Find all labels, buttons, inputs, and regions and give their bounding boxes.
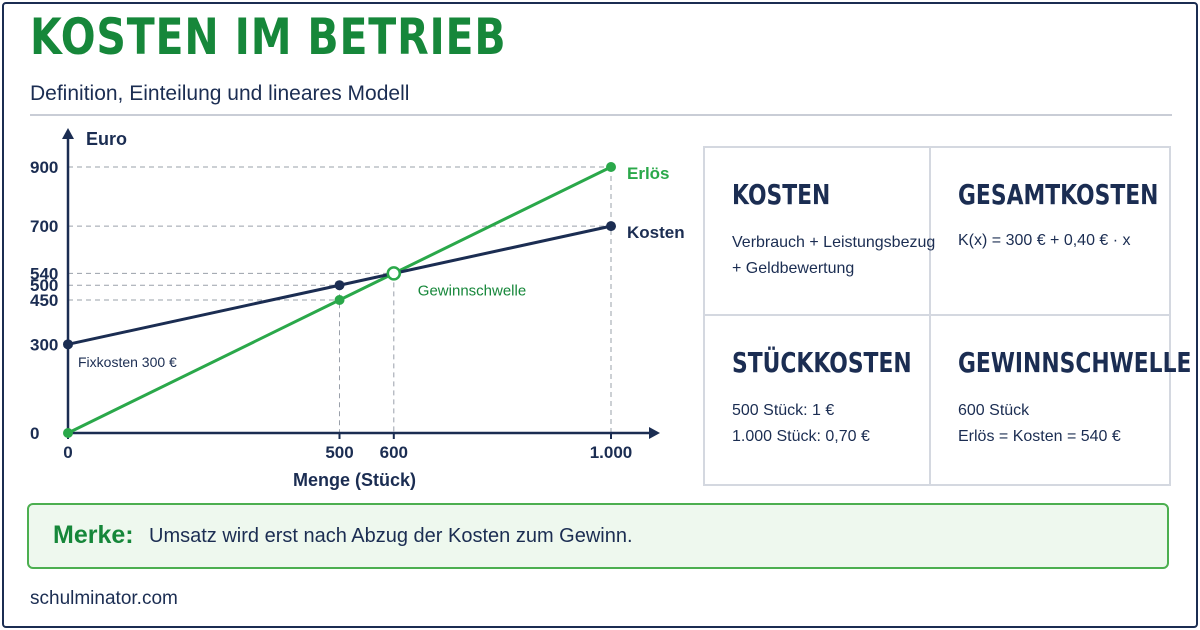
x-tick-label: 600 — [380, 443, 408, 462]
card-title: GEWINNSCHWELLE — [958, 346, 1192, 379]
x-tick-label: 500 — [325, 443, 353, 462]
merke-text: Umsatz wird erst nach Abzug der Kosten z… — [149, 525, 633, 547]
data-point — [334, 295, 345, 305]
info-grid: KOSTEN Verbrauch + Leistungsbezug + Geldb… — [703, 146, 1191, 486]
y-tick-label: 300 — [30, 335, 58, 354]
card-text: 500 Stück: 1 €1.000 Stück: 0,70 € — [732, 402, 870, 445]
card-stueckkosten: STÜCKKOSTEN 500 Stück: 1 €1.000 Stück: 0… — [705, 316, 931, 484]
card-text: 600 Stück Erlös = Kosten = 540 € — [958, 402, 1121, 445]
data-point — [606, 221, 616, 232]
x-tick-label: 1.000 — [590, 443, 633, 462]
y-tick-label: 0 — [30, 424, 39, 443]
y-axis-arrow — [62, 128, 74, 139]
y-axis-label: Euro — [86, 129, 127, 149]
footer-url[interactable]: schulminator.com — [30, 588, 178, 609]
y-tick-label: 700 — [30, 217, 58, 236]
data-point — [334, 280, 345, 291]
data-point — [606, 162, 616, 172]
y-tick-label: 540 — [30, 264, 58, 283]
card-title: STÜCKKOSTEN — [732, 346, 912, 379]
data-point — [63, 428, 73, 438]
card-title: KOSTEN — [732, 178, 831, 211]
header-divider — [30, 114, 1172, 116]
card-text: K(x) = 300 € + 0,40 € · x — [958, 232, 1131, 249]
merke-label: Merke: — [53, 521, 134, 549]
merke-box: Merke: Umsatz wird erst nach Abzug der K… — [27, 503, 1169, 569]
card-kosten: KOSTEN Verbrauch + Leistungsbezug + Geldb… — [705, 148, 935, 316]
breakeven-point — [386, 266, 402, 281]
card-gesamtkosten: GESAMTKOSTEN K(x) = 300 € + 0,40 € · x — [931, 148, 1169, 316]
breakeven-label: Gewinnschwelle — [418, 282, 526, 299]
y-tick-label: 500 — [30, 276, 58, 295]
fixkosten-label: Fixkosten 300 € — [78, 354, 177, 370]
series-label: Erlös — [627, 164, 670, 183]
y-tick-label: 900 — [30, 158, 58, 177]
card-title: GESAMTKOSTEN — [958, 178, 1159, 211]
data-point — [63, 339, 73, 350]
y-tick-label: 450 — [30, 291, 58, 310]
x-tick-label: 0 — [63, 443, 72, 462]
card-gewinnschwelle: GEWINNSCHWELLE 600 Stück Erlös = Kosten =… — [931, 316, 1191, 484]
page-title: KOSTEN IM BETRIEB — [30, 8, 507, 66]
page-subtitle: Definition, Einteilung und lineares Mode… — [30, 82, 410, 105]
series-label: Kosten — [627, 223, 685, 242]
x-axis-label: Menge (Stück) — [293, 470, 416, 490]
x-axis-arrow — [649, 427, 660, 439]
card-text: Verbrauch + Leistungsbezug + Geldbewertun… — [732, 234, 936, 277]
